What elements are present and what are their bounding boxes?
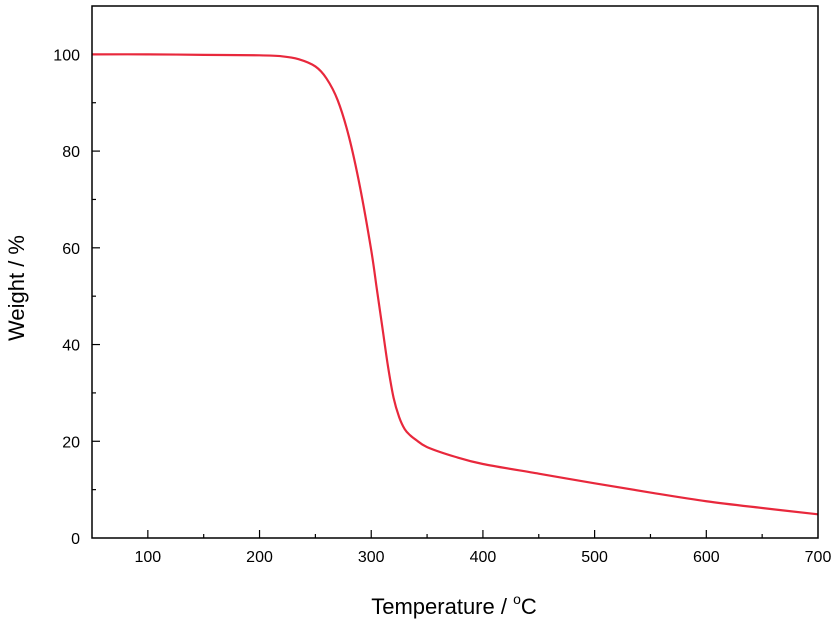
plot-frame [91,5,819,539]
y-tick-label: 60 [62,241,80,258]
x-axis-label-text: Temperature / [371,594,513,619]
y-tick-label: 80 [62,144,80,161]
y-tick-label: 40 [62,338,80,355]
series-layer [91,53,819,516]
y-axis-label: Weight / % [4,235,29,341]
x-tick-label: 600 [693,549,720,566]
axis-ticks [92,53,763,538]
x-axis-label-unit-sup: o [513,591,521,607]
y-tick-label: 0 [71,531,80,548]
x-tick-label: 300 [358,549,385,566]
tick-labels: 100 200 300 400 500 600 700 0 20 40 60 80 100 [53,47,831,566]
x-axis-label-unit: C [521,594,537,619]
x-axis-label: Temperature / oC [371,591,537,619]
weight-loss-curve [91,53,819,516]
y-tick-label: 100 [53,47,80,64]
x-tick-label: 500 [581,549,608,566]
x-tick-label: 400 [470,549,497,566]
x-tick-label: 200 [246,549,273,566]
x-tick-label: 700 [805,549,832,566]
y-tick-label: 20 [62,434,80,451]
x-tick-label: 100 [134,549,161,566]
